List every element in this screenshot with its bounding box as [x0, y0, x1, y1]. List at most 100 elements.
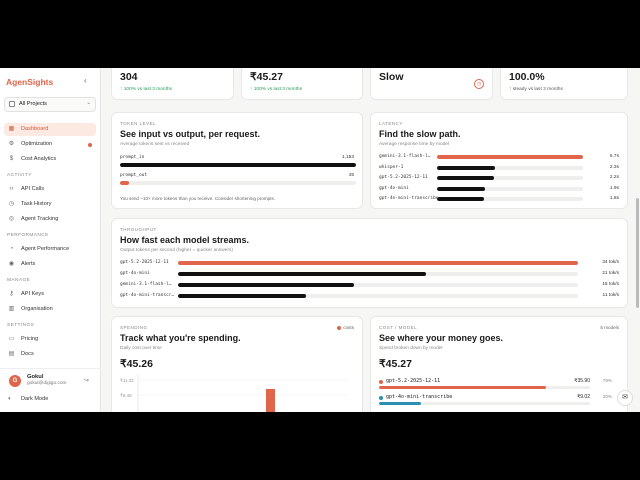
kpi-delta: ↑ steady vs last 3 months	[509, 87, 563, 92]
throughput-bar	[178, 272, 578, 276]
sidebar-item-label: Optimization	[21, 141, 53, 147]
throughput-row-label: gemini-3.1-flash-l…	[120, 282, 172, 287]
cost-bar-fill	[379, 402, 422, 405]
user-email: gokul@digigo.com	[27, 381, 67, 386]
project-selector-label: All Projects	[19, 101, 47, 107]
gauge-icon: ◔	[9, 246, 14, 252]
kpi-value: 100.0%	[509, 71, 545, 83]
dollar-icon: $	[9, 156, 14, 162]
chart-legend: costs	[337, 325, 354, 330]
sidebar-item-dashboard[interactable]: ▦ Dashboard	[4, 123, 96, 136]
sidebar-item-api-calls[interactable]: ‹› API Calls	[4, 183, 96, 196]
sidebar-item-optimization[interactable]: ⚙ Optimization	[4, 138, 96, 151]
chevron-down-icon: ⌄	[86, 100, 91, 106]
sidebar-item-label: Task History	[21, 201, 52, 207]
user-name: Gokul	[27, 374, 44, 380]
y-tick-label: ₹11.32	[120, 378, 134, 383]
token-row-value: 1,153	[341, 155, 354, 160]
doc-icon: ▤	[8, 351, 15, 357]
collapse-sidebar-icon[interactable]: ‹	[84, 76, 87, 85]
notification-dot	[88, 142, 92, 147]
token-row-label: prompt_in	[120, 155, 145, 160]
key-icon: ⚷	[9, 291, 14, 297]
sidebar-item-pricing[interactable]: ▭ Pricing	[4, 333, 96, 346]
latency-row-value: 2.2s	[609, 175, 619, 180]
token-bar	[120, 181, 356, 185]
throughput-row-value: 34 tok/s	[602, 260, 619, 265]
moon-icon: ◐	[8, 396, 12, 402]
throughput-bar	[178, 261, 578, 265]
kpi-value: ₹45.27	[250, 71, 283, 83]
code-icon: ‹›	[9, 186, 14, 192]
sidebar-item-label: Agent Performance	[21, 246, 70, 252]
throughput-card: THROUGHPUT How fast each model streams. …	[111, 218, 628, 308]
cost-model-amount: ₹9.02	[577, 394, 590, 400]
throughput-row-value: 15 tok/s	[602, 282, 619, 287]
latency-row-value: 1.8s	[609, 196, 619, 201]
spending-card: SPENDING costs Track what you're spendin…	[111, 316, 363, 412]
sidebar-item-task-history[interactable]: ◷ Task History	[4, 198, 96, 211]
sidebar-item-label: Pricing	[21, 336, 39, 342]
logout-icon[interactable]: ↪	[84, 378, 90, 384]
throughput-row-label: gpt-4o-mini	[120, 271, 150, 276]
throughput-row-value: 21 tok/s	[602, 271, 619, 276]
section-label-activity: ACTIVITY	[7, 173, 32, 178]
sidebar-item-api-keys[interactable]: ⚷ API Keys	[4, 288, 96, 301]
throughput-bar-fill	[178, 272, 426, 276]
sidebar-item-cost-analytics[interactable]: $ Cost Analytics	[4, 153, 96, 166]
help-widget-button[interactable]: ✉	[617, 390, 633, 406]
sidebar-item-label: Agent Tracking	[21, 216, 59, 222]
card-overline: THROUGHPUT	[120, 227, 157, 232]
cost-row[interactable]: gpt-4o-mini-transcribe ₹9.02 20%	[379, 394, 612, 407]
card-icon: ▭	[8, 336, 15, 342]
bell-icon: ◉	[8, 261, 15, 267]
latency-bar-fill	[437, 197, 484, 201]
card-title: See where your money goes.	[379, 333, 504, 343]
latency-card: LATENCY Find the slow path. Average resp…	[370, 112, 628, 209]
cost-model-percent: 20%	[602, 394, 612, 399]
card-subtitle: Average response time by model	[379, 142, 450, 147]
sidebar-item-label: API Keys	[21, 291, 45, 297]
sidebar-item-alerts[interactable]: ◉ Alerts	[4, 258, 96, 271]
sidebar-item-label: Organisation	[21, 306, 53, 312]
latency-bar	[437, 197, 583, 201]
sidebar-item-docs[interactable]: ▤ Docs	[4, 348, 96, 361]
token-row-value: 45	[348, 173, 354, 178]
card-subtitle: Average tokens sent vs received	[120, 142, 190, 147]
brand-logo[interactable]: AgenSights	[6, 77, 54, 87]
throughput-bar	[178, 294, 578, 298]
section-label-performance: PERFORMANCE	[7, 233, 49, 238]
throughput-bar-fill	[178, 283, 354, 287]
kpi-card-success: 100.0% ↑ steady vs last 3 months	[500, 68, 628, 100]
latency-bar	[437, 155, 583, 159]
cost-model-card: COST / MODEL 5 models See where your mon…	[370, 316, 628, 412]
dark-mode-toggle[interactable]: ◐ Dark Mode	[4, 393, 96, 406]
sidebar-item-organisation[interactable]: ▥ Organisation	[4, 303, 96, 316]
latency-bar	[437, 165, 583, 170]
sidebar: AgenSights ‹ All Projects ⌄ ▦ Dashboard …	[0, 68, 101, 412]
latency-row-label: whisper-1	[379, 164, 404, 170]
latency-bar	[437, 186, 583, 191]
section-label-settings: SETTINGS	[7, 323, 35, 328]
card-subtitle: Spend broken down by model	[379, 346, 443, 351]
sidebar-item-label: Dashboard	[21, 126, 49, 132]
sidebar-item-label: Docs	[21, 351, 34, 357]
sidebar-item-agent-tracking[interactable]: ◎ Agent Tracking	[4, 213, 96, 226]
card-title: Find the slow path.	[379, 129, 461, 139]
page-scrollbar[interactable]	[636, 198, 639, 308]
sidebar-item-label: Alerts	[21, 261, 36, 267]
latency-bar-fill	[437, 186, 486, 191]
building-icon: ▥	[8, 306, 15, 312]
project-selector[interactable]: All Projects ⌄	[4, 97, 96, 112]
latency-row-value: 2.3s	[609, 164, 619, 170]
token-row-label: prompt_out	[120, 173, 148, 178]
throughput-bar-fill	[178, 294, 306, 298]
history-icon: ◷	[8, 201, 15, 207]
card-overline: SPENDING	[120, 325, 148, 330]
spending-chart: ₹11.32 ₹8.49	[120, 375, 348, 412]
sidebar-item-agent-performance[interactable]: ◔ Agent Performance	[4, 243, 96, 256]
cost-row[interactable]: gpt-5.2-2025-12-11 ₹35.90 79%	[379, 378, 612, 391]
kpi-value: 304	[120, 71, 138, 83]
cost-model-amount: ₹35.90	[574, 378, 590, 384]
user-profile[interactable]: G Gokul gokul@digigo.com ↪	[0, 368, 101, 390]
